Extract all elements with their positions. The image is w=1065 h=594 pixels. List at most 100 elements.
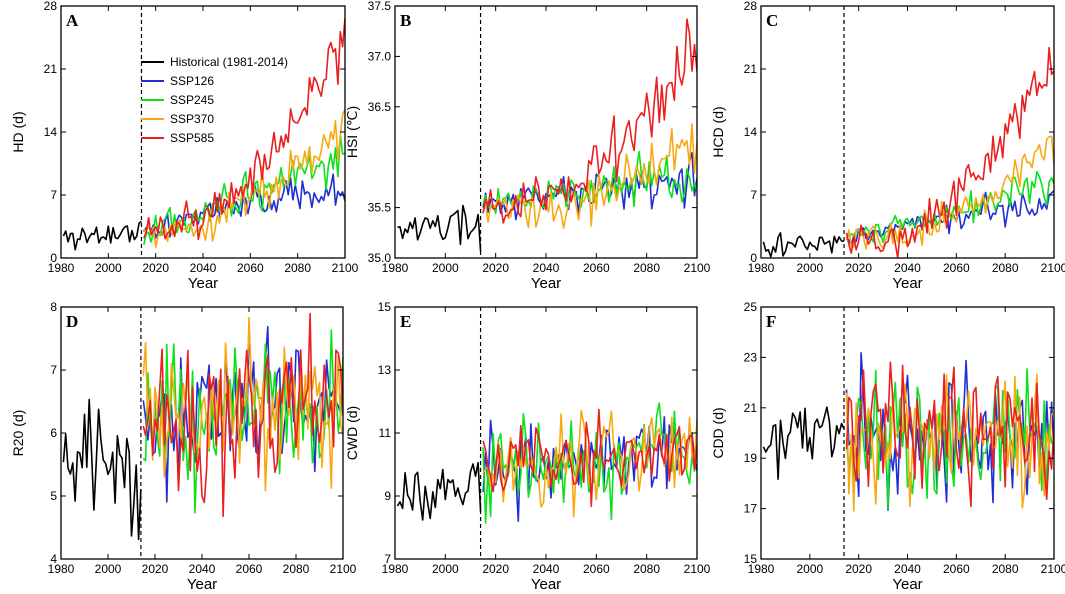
x-tick-label: 2000 xyxy=(95,261,122,275)
legend-label-historical: Historical (1981-2014) xyxy=(170,55,288,69)
series-group xyxy=(62,17,345,251)
x-tick-label: 2100 xyxy=(684,562,711,576)
panel-C: 0 7 14 21 28 1980 2000 2020 2040 2060 2080 2100 Year… xyxy=(710,0,1065,292)
x-tick-label: 2080 xyxy=(283,562,310,576)
x-tick-label: 1980 xyxy=(382,261,409,275)
series-ssp585-line xyxy=(845,46,1054,258)
y-tick-label: 4 xyxy=(50,552,57,566)
x-tick-label: 1980 xyxy=(748,562,775,576)
x-tick-label: 2060 xyxy=(943,562,970,576)
series-historical-line xyxy=(397,204,482,252)
series-ssp370-line xyxy=(845,135,1054,250)
y-tick-label: 35.5 xyxy=(368,201,392,215)
y-tick-label: 36.5 xyxy=(368,100,392,114)
x-tick-label: 2040 xyxy=(894,261,921,275)
y-axis-title: CWD (d) xyxy=(344,406,360,460)
y-tick-label: 13 xyxy=(378,363,392,377)
x-tick-label: 2040 xyxy=(533,261,560,275)
legend-label-ssp245: SSP245 xyxy=(170,93,214,107)
x-tick-label: 2060 xyxy=(583,562,610,576)
panel-E: 7 9 11 13 15 1980 2000 2020 2040 2060 2080 2100 Year… xyxy=(344,300,711,593)
series-ssp245-line xyxy=(845,171,1054,243)
x-tick-label: 2080 xyxy=(284,261,311,275)
series-group xyxy=(762,352,1054,512)
x-tick-label: 2040 xyxy=(533,562,560,576)
panel-F: 15 17 19 21 23 25 1980 2000 2020 2040 2060 2080 2100… xyxy=(710,300,1065,593)
x-tick-label: 2000 xyxy=(432,261,459,275)
y-tick-label: 23 xyxy=(744,350,758,364)
series-ssp585-line xyxy=(142,312,343,517)
y-axis-title: CDD (d) xyxy=(710,407,726,458)
series-group xyxy=(397,18,697,252)
y-tick-label: 14 xyxy=(44,125,58,139)
series-historical-line xyxy=(762,232,845,258)
x-axis-title: Year xyxy=(188,275,218,292)
legend-label-ssp126: SSP126 xyxy=(170,74,214,88)
x-tick-label: 1980 xyxy=(748,261,775,275)
plot-frame xyxy=(60,306,344,560)
series-ssp370-line xyxy=(143,108,345,248)
y-axis-title: HSI (℃) xyxy=(344,106,360,158)
x-tick-label: 1980 xyxy=(48,562,75,576)
panel-B: 35.0 35.5 36.5 37.0 37.5 1980 2000 2020 2040 2060… xyxy=(344,0,711,292)
x-tick-label: 2000 xyxy=(796,562,823,576)
panel-D: 4 5 6 7 8 1980 2000 2020 2040 2060 2080 2100 Year R20… xyxy=(10,300,357,593)
series-ssp585-line xyxy=(482,18,697,224)
y-tick-label: 35.0 xyxy=(368,251,392,265)
y-tick-label: 37.0 xyxy=(368,49,392,63)
x-tick-label: 2100 xyxy=(684,261,711,275)
legend-label-ssp370: SSP370 xyxy=(170,112,214,126)
panel-letter: F xyxy=(766,312,776,331)
x-axis-title: Year xyxy=(892,275,922,292)
y-tick-label: 28 xyxy=(44,0,58,13)
x-tick-label: 2040 xyxy=(190,261,217,275)
series-ssp585-line xyxy=(482,408,697,508)
series-historical-line xyxy=(396,461,482,521)
x-tick-label: 2080 xyxy=(633,562,660,576)
x-tick-label: 2060 xyxy=(943,261,970,275)
series-ssp585-line xyxy=(143,17,345,241)
x-tick-label: 2040 xyxy=(894,562,921,576)
y-tick-label: 8 xyxy=(50,300,57,314)
x-tick-label: 2100 xyxy=(330,562,357,576)
y-tick-label: 25 xyxy=(744,300,758,314)
y-tick-label: 0 xyxy=(750,251,757,265)
y-tick-label: 19 xyxy=(744,451,758,465)
panel-letter: B xyxy=(400,11,411,30)
x-tick-label: 2020 xyxy=(845,261,872,275)
y-tick-label: 17 xyxy=(744,502,758,516)
legend: Historical (1981-2014) SSP126 SSP245 SSP370… xyxy=(141,55,288,145)
x-axis-title: Year xyxy=(531,576,561,593)
y-tick-label: 7 xyxy=(50,363,57,377)
x-tick-label: 2020 xyxy=(845,562,872,576)
x-tick-label: 2100 xyxy=(332,261,359,275)
x-tick-label: 2100 xyxy=(1041,261,1065,275)
series-ssp245-line xyxy=(143,134,345,245)
x-tick-label: 2000 xyxy=(432,562,459,576)
y-axis-title: R20 (d) xyxy=(10,410,26,457)
y-tick-label: 14 xyxy=(744,125,758,139)
series-historical-line xyxy=(62,220,142,251)
x-tick-label: 2020 xyxy=(142,261,169,275)
x-axis-title: Year xyxy=(187,576,217,593)
x-tick-label: 2020 xyxy=(482,562,509,576)
x-tick-label: 2080 xyxy=(992,562,1019,576)
x-tick-label: 2000 xyxy=(95,562,122,576)
x-tick-label: 1980 xyxy=(48,261,75,275)
series-group xyxy=(396,402,697,524)
y-tick-label: 21 xyxy=(44,62,58,76)
panel-letter: E xyxy=(400,312,411,331)
y-tick-label: 21 xyxy=(744,401,758,415)
x-tick-label: 2000 xyxy=(796,261,823,275)
y-tick-label: 7 xyxy=(50,188,57,202)
x-tick-label: 2040 xyxy=(189,562,216,576)
y-tick-label: 11 xyxy=(379,426,392,440)
x-tick-label: 2080 xyxy=(992,261,1019,275)
series-historical-line xyxy=(62,398,142,541)
series-ssp370-line xyxy=(482,123,697,229)
y-tick-label: 6 xyxy=(50,426,57,440)
x-tick-label: 2100 xyxy=(1041,562,1065,576)
y-tick-label: 15 xyxy=(378,300,392,314)
y-tick-label: 9 xyxy=(384,489,391,503)
y-tick-label: 21 xyxy=(744,62,758,76)
